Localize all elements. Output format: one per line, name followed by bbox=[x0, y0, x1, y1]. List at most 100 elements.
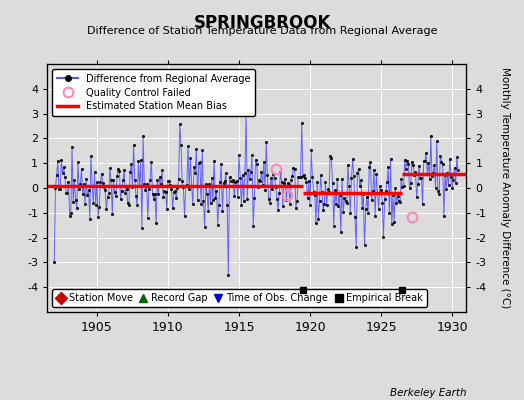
Point bbox=[286, 201, 294, 207]
Point bbox=[133, 202, 141, 208]
Point bbox=[276, 168, 285, 175]
Point bbox=[396, 199, 404, 206]
Point bbox=[453, 154, 461, 160]
Point bbox=[281, 176, 289, 182]
Point bbox=[194, 160, 203, 166]
Point bbox=[289, 165, 298, 171]
Point bbox=[176, 121, 184, 127]
Point bbox=[103, 194, 112, 200]
Point bbox=[394, 193, 402, 200]
Point bbox=[421, 158, 429, 164]
Point bbox=[307, 147, 315, 154]
Point bbox=[62, 190, 70, 196]
Point bbox=[425, 176, 434, 182]
Point bbox=[76, 181, 84, 188]
Point bbox=[431, 184, 440, 191]
Point bbox=[193, 197, 202, 203]
Point bbox=[258, 182, 267, 188]
Point bbox=[177, 142, 185, 148]
Point bbox=[96, 179, 105, 186]
Point bbox=[417, 175, 425, 181]
Point bbox=[225, 174, 234, 180]
Point bbox=[189, 201, 197, 208]
Point bbox=[367, 197, 376, 203]
Point bbox=[329, 180, 337, 186]
Point bbox=[238, 172, 247, 178]
Point bbox=[413, 181, 422, 187]
Point bbox=[450, 164, 458, 171]
Point bbox=[272, 196, 281, 202]
Point bbox=[428, 173, 436, 180]
Point bbox=[141, 187, 150, 194]
Point bbox=[389, 192, 397, 199]
Point bbox=[290, 165, 299, 172]
Point bbox=[384, 164, 392, 170]
Point bbox=[106, 165, 114, 172]
Point bbox=[376, 182, 384, 189]
Point bbox=[255, 177, 264, 183]
Point bbox=[318, 189, 326, 195]
Point bbox=[81, 201, 89, 207]
Point bbox=[143, 181, 151, 187]
Point bbox=[222, 170, 230, 176]
Point bbox=[120, 166, 128, 173]
Point bbox=[333, 176, 342, 182]
Point bbox=[66, 213, 74, 220]
Point bbox=[410, 172, 419, 178]
Point bbox=[220, 179, 228, 186]
Point bbox=[353, 169, 362, 176]
Point bbox=[358, 205, 366, 211]
Point bbox=[231, 178, 239, 185]
Point bbox=[385, 210, 394, 216]
Point bbox=[135, 183, 144, 189]
Point bbox=[303, 195, 312, 201]
Point bbox=[121, 190, 129, 196]
Point bbox=[245, 176, 254, 182]
Point bbox=[252, 157, 260, 163]
Point bbox=[55, 186, 63, 192]
Point bbox=[129, 142, 138, 148]
Point bbox=[158, 167, 166, 173]
Point bbox=[190, 164, 198, 170]
Point bbox=[249, 222, 257, 229]
Point bbox=[116, 196, 125, 202]
Point bbox=[301, 174, 310, 181]
Point bbox=[241, 170, 249, 176]
Point bbox=[147, 158, 156, 165]
Point bbox=[171, 188, 179, 194]
Y-axis label: Monthly Temperature Anomaly Difference (°C): Monthly Temperature Anomaly Difference (… bbox=[500, 67, 510, 309]
Point bbox=[334, 202, 343, 209]
Point bbox=[79, 191, 87, 198]
Point bbox=[243, 196, 252, 202]
Point bbox=[308, 174, 316, 180]
Point bbox=[228, 178, 236, 185]
Point bbox=[239, 198, 248, 204]
Point bbox=[82, 176, 91, 183]
Point bbox=[229, 177, 237, 183]
Point bbox=[202, 181, 210, 187]
Point bbox=[354, 166, 363, 172]
Point bbox=[84, 187, 93, 194]
Point bbox=[398, 184, 407, 190]
Point bbox=[179, 184, 188, 190]
Point bbox=[156, 174, 164, 180]
Point bbox=[357, 177, 365, 184]
Point bbox=[68, 144, 76, 150]
Point bbox=[213, 221, 222, 228]
Point bbox=[359, 191, 367, 197]
Point bbox=[383, 179, 391, 186]
Point bbox=[221, 178, 229, 184]
Point bbox=[395, 198, 403, 204]
Point bbox=[53, 158, 62, 164]
Point bbox=[107, 177, 115, 183]
Point bbox=[90, 169, 99, 176]
Point bbox=[427, 132, 435, 139]
Point bbox=[330, 222, 338, 229]
Point bbox=[117, 187, 126, 194]
Point bbox=[139, 133, 147, 139]
Point bbox=[94, 214, 102, 220]
Point bbox=[442, 186, 451, 192]
Point bbox=[162, 206, 171, 212]
Point bbox=[72, 205, 81, 212]
Point bbox=[226, 178, 235, 184]
